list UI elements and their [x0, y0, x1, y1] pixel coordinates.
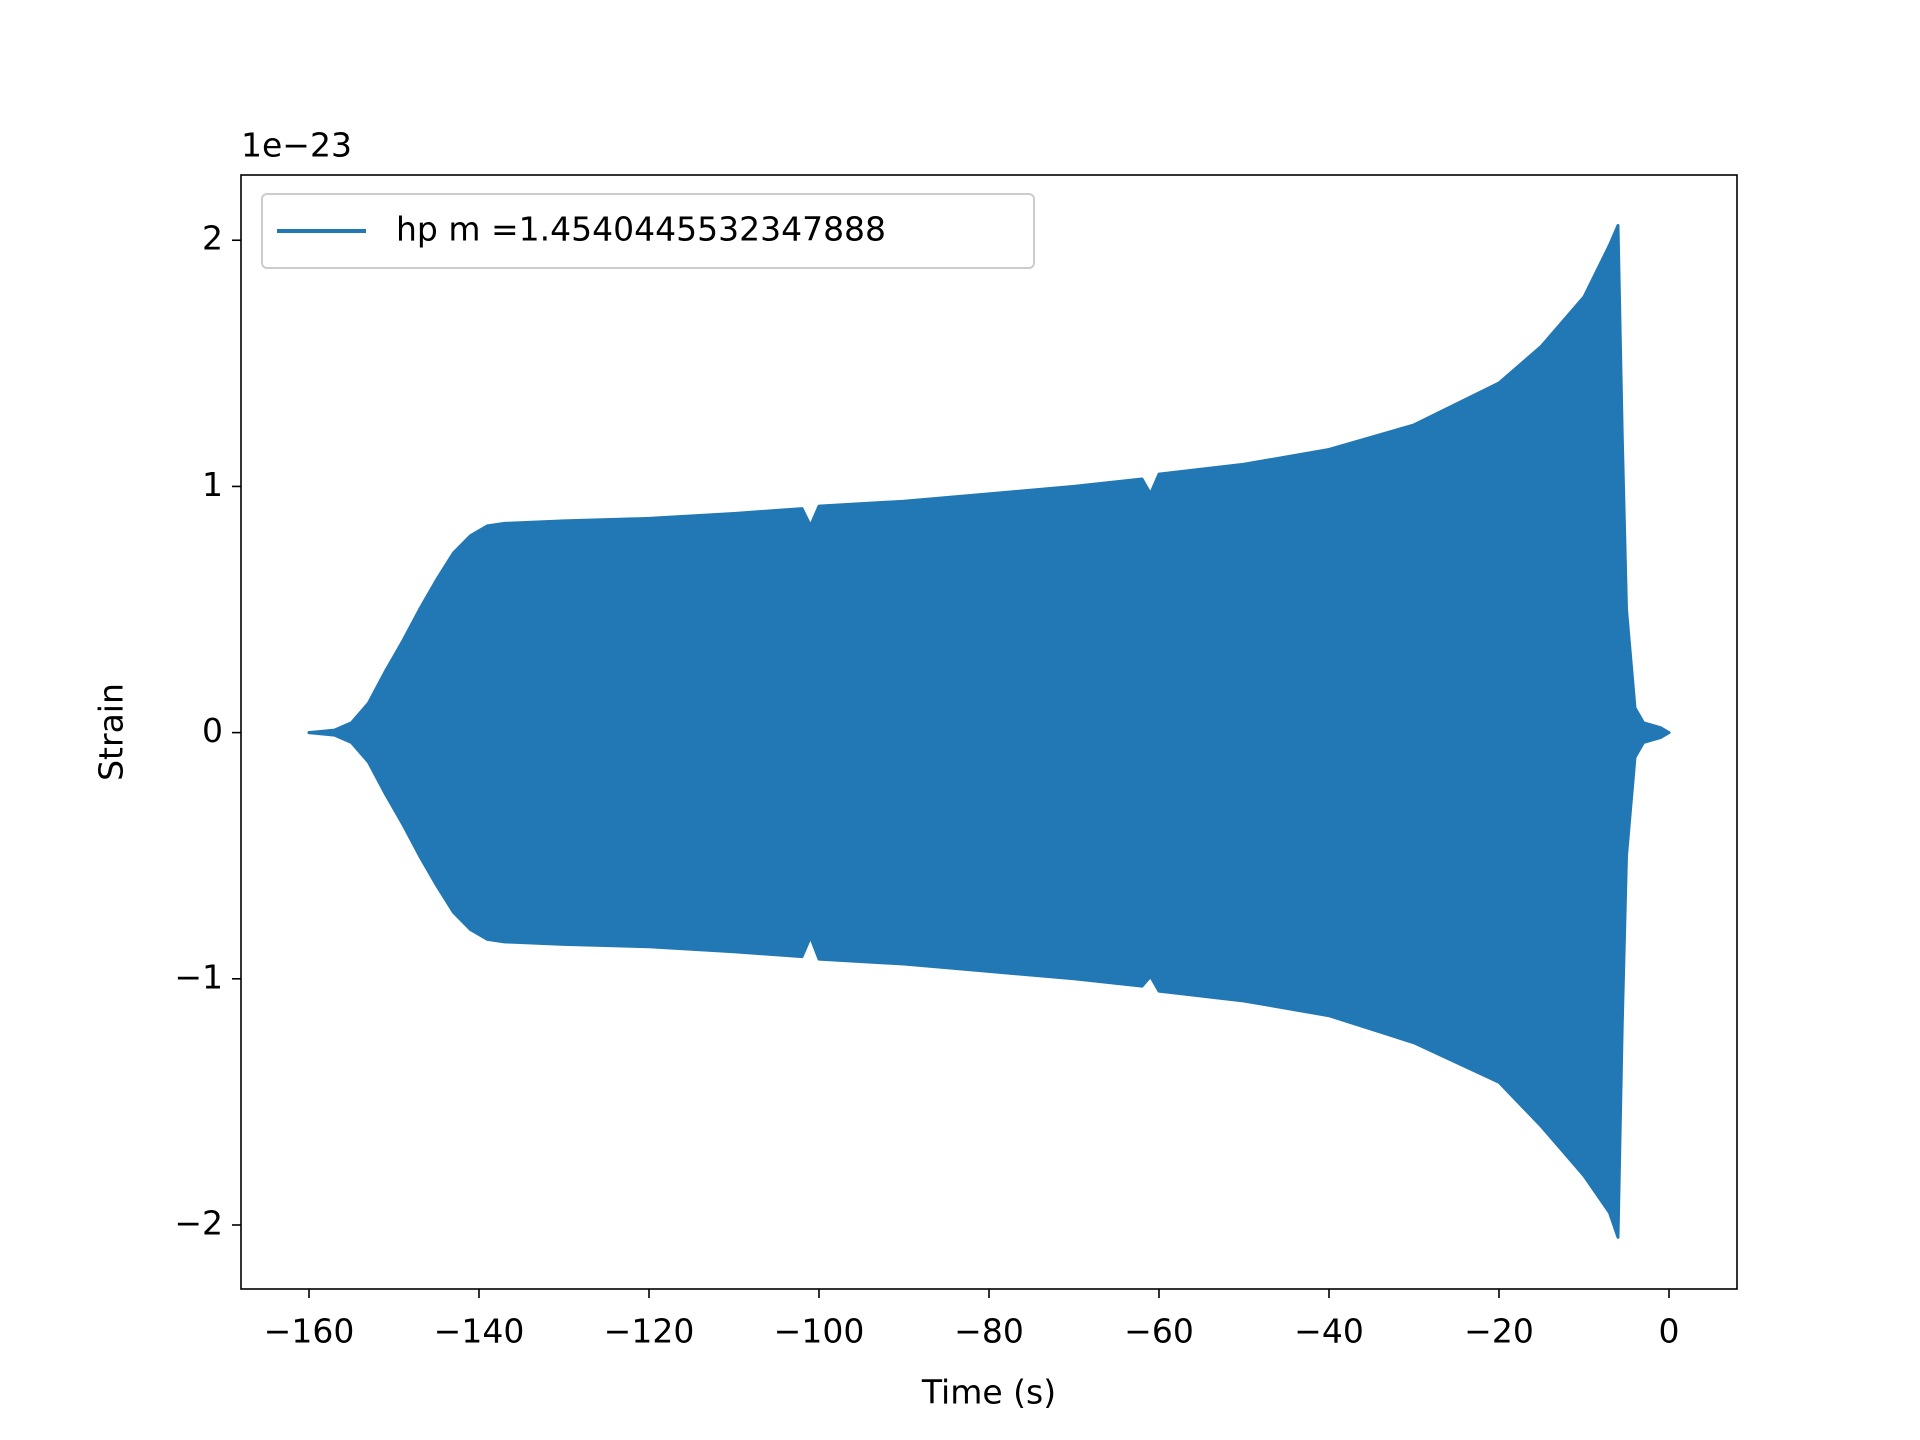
x-tick-label: −100: [774, 1312, 865, 1351]
legend-box: [261, 193, 1035, 269]
x-axis-label: Time (s): [921, 1373, 1056, 1412]
x-tick-label: −120: [604, 1312, 695, 1351]
y-axis-label: Strain: [92, 683, 131, 781]
waveform-envelope: [307, 223, 1671, 735]
x-tick-label: −80: [954, 1312, 1024, 1351]
y-tick-label: 2: [202, 219, 223, 258]
x-tick-label: −160: [264, 1312, 355, 1351]
x-tick-label: −20: [1464, 1312, 1534, 1351]
y-tick-label: −2: [174, 1203, 223, 1242]
y-offset-label: 1e−23: [241, 126, 352, 165]
x-tick-label: −40: [1294, 1312, 1364, 1351]
waveform-envelope: [307, 731, 1671, 1239]
x-tick-label: −140: [434, 1312, 525, 1351]
y-tick-label: 0: [202, 711, 223, 750]
y-tick-label: −1: [174, 957, 223, 996]
y-tick-label: 1: [202, 465, 223, 504]
x-tick-label: −60: [1124, 1312, 1194, 1351]
legend-label: hp m =1.4540445532347888: [396, 210, 886, 249]
x-tick-label: 0: [1659, 1312, 1680, 1351]
